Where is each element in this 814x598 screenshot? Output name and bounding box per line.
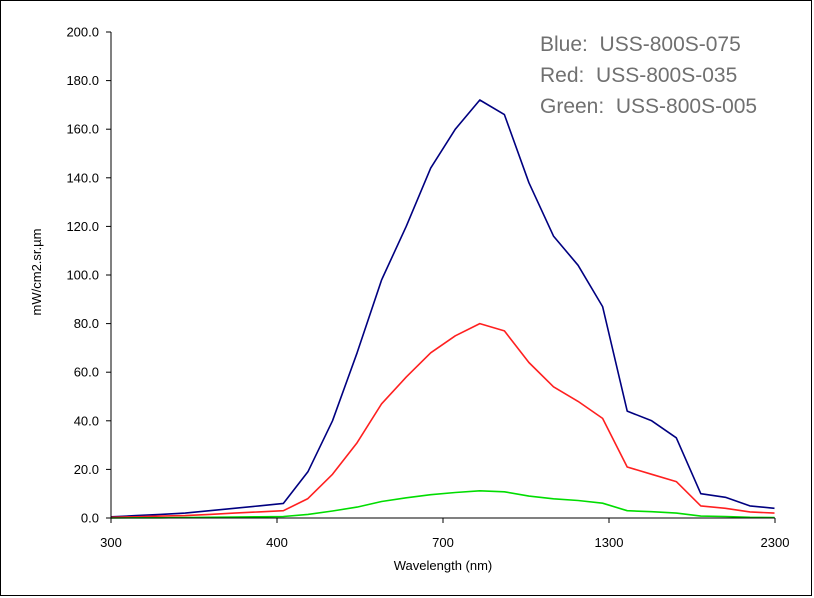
- y-tick-label: 80.0: [74, 316, 99, 331]
- y-axis-title: mW/cm2.sr.µm: [29, 229, 44, 316]
- y-tick-label: 140.0: [66, 170, 99, 185]
- x-tick-label: 400: [266, 535, 288, 550]
- legend-note-blue: Blue: USS-800S-075: [540, 33, 741, 56]
- y-tick-label: 40.0: [74, 413, 99, 428]
- y-tick-label: 100.0: [66, 268, 99, 283]
- x-tick-label: 1300: [595, 535, 624, 550]
- x-tick-label: 2300: [761, 535, 790, 550]
- x-tick-label: 700: [432, 535, 454, 550]
- x-axis-title: Wavelength (nm): [394, 558, 493, 573]
- y-tick-label: 0.0: [81, 511, 99, 526]
- x-axis-ticks: 300 400 700 1300 2300: [100, 518, 789, 550]
- y-tick-label: 180.0: [66, 73, 99, 88]
- series-layer: [111, 99, 775, 519]
- series-line-2: [111, 489, 775, 519]
- y-tick-label: 160.0: [66, 122, 99, 137]
- y-tick-label: 200.0: [66, 25, 99, 40]
- legend-note-green: Green: USS-800S-005: [540, 95, 757, 118]
- x-tick-label: 300: [100, 535, 122, 550]
- y-tick-label: 20.0: [74, 462, 99, 477]
- series-line-1: [111, 322, 775, 519]
- series-line-0: [111, 99, 775, 518]
- y-tick-label: 120.0: [66, 219, 99, 234]
- y-tick-label: 60.0: [74, 365, 99, 380]
- legend-note-red: Red: USS-800S-035: [540, 64, 737, 87]
- y-axis-ticks: 0.0 20.0 40.0 60.0 80.0 100.0 120.0 140.0 160.0 1…: [66, 25, 111, 526]
